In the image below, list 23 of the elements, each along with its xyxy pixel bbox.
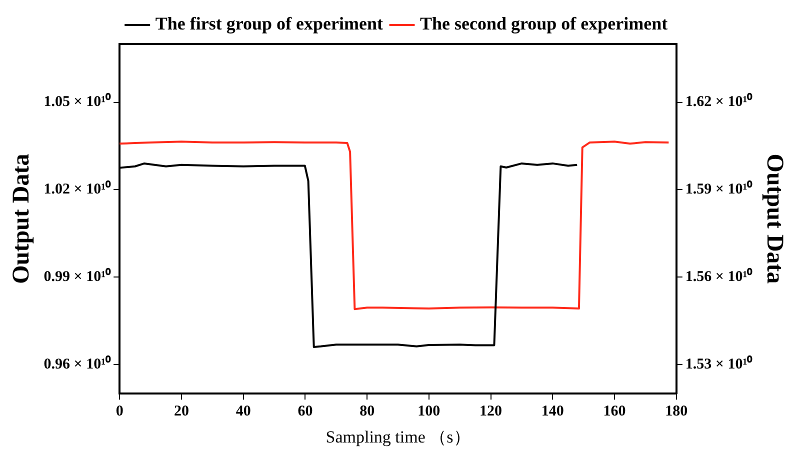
y2-tick-label: 1.53 × 10¹⁰ xyxy=(685,354,754,372)
y-axis-title: Output Data xyxy=(8,154,35,284)
x-tick-label: 40 xyxy=(236,403,251,420)
y-tick-label: 0.96 × 10¹⁰ xyxy=(44,354,112,372)
x-tick-label: 180 xyxy=(665,403,688,420)
x-tick-label: 140 xyxy=(541,403,564,420)
y2-tick-label: 1.59 × 10¹⁰ xyxy=(685,180,754,198)
x-tick-label: 20 xyxy=(174,403,189,420)
legend-label: The first group of experiment xyxy=(155,14,383,34)
y2-axis-title: Output Data xyxy=(761,154,788,284)
x-tick-label: 80 xyxy=(360,403,375,420)
y2-tick-label: 1.62 × 10¹⁰ xyxy=(685,92,754,110)
x-axis-title: Sampling time （s） xyxy=(326,427,470,446)
legend-label: The second group of experiment xyxy=(420,14,668,34)
x-tick-label: 100 xyxy=(418,403,440,420)
y2-tick-label: 1.56 × 10¹⁰ xyxy=(685,266,754,285)
y-tick-label: 0.99 × 10¹⁰ xyxy=(44,266,112,285)
x-tick-label: 0 xyxy=(116,403,124,420)
y-tick-label: 1.02 × 10¹⁰ xyxy=(44,180,112,198)
x-tick-label: 60 xyxy=(298,403,313,420)
y-tick-label: 1.05 × 10¹⁰ xyxy=(44,92,112,110)
x-tick-label: 120 xyxy=(480,403,502,420)
x-tick-label: 160 xyxy=(603,403,626,420)
